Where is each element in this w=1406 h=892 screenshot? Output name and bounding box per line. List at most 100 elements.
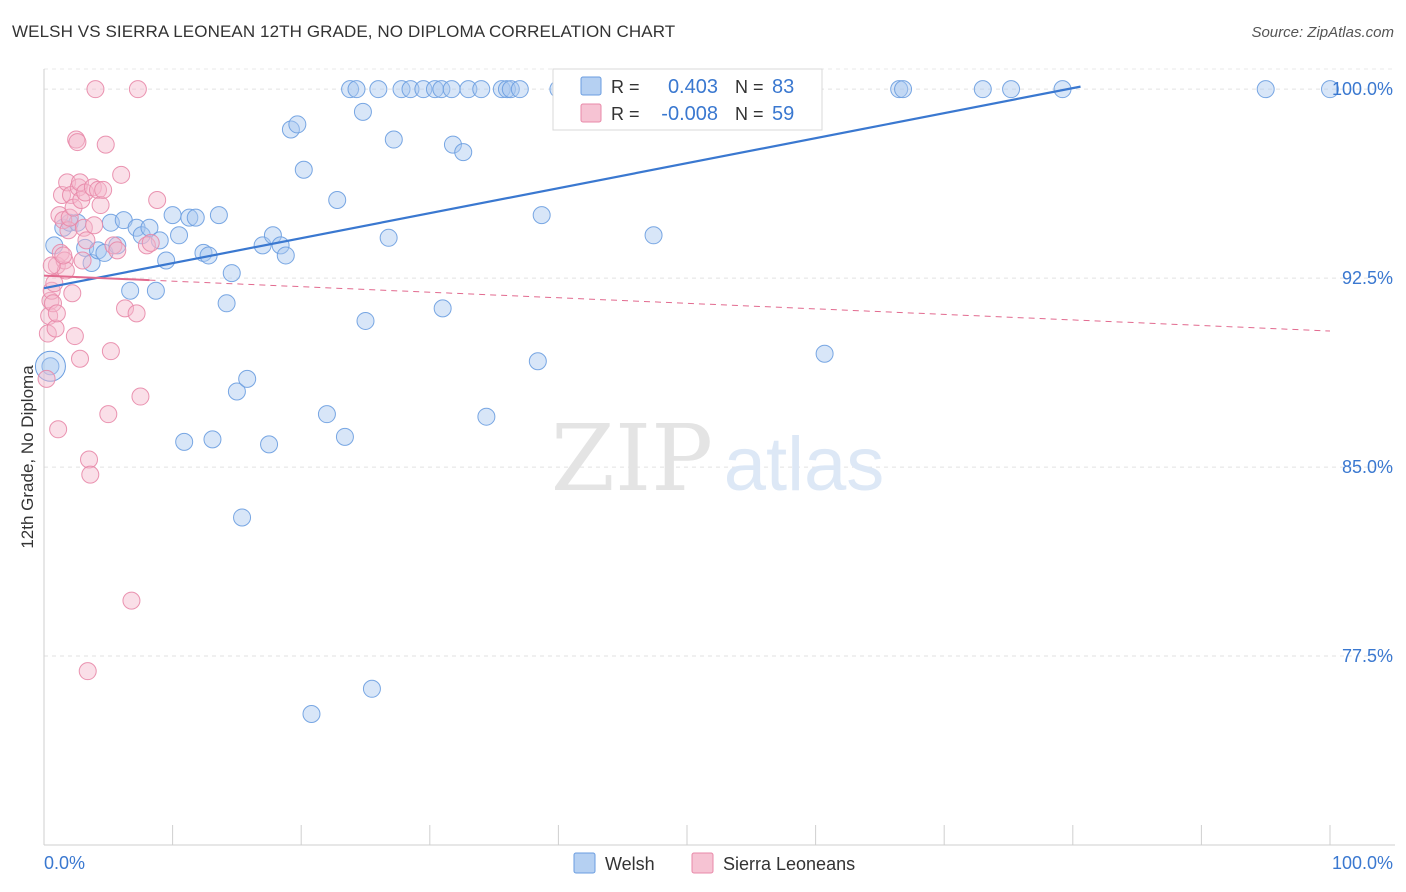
welsh-point-58 <box>433 299 452 318</box>
welsh-point-81 <box>1002 80 1021 99</box>
sierra-leoneans-point-32 <box>78 662 97 681</box>
sierra-leoneans-point-5 <box>44 294 63 313</box>
welsh-point-1 <box>45 236 64 255</box>
welsh-point-41 <box>302 704 321 723</box>
welsh-point-16 <box>146 281 165 300</box>
welsh-point-42 <box>317 405 336 424</box>
sierra-leoneans-trend-line-solid <box>43 274 150 282</box>
welsh-point-61 <box>454 143 473 162</box>
welsh-point-39 <box>288 115 307 134</box>
sierra-leoneans-point-48 <box>122 591 141 610</box>
sierra-leoneans-point-50 <box>131 387 150 406</box>
welsh-point-46 <box>347 80 366 99</box>
legend-sierra-leoneans-swatch <box>691 852 714 874</box>
chart-title: WELSH VS SIERRA LEONEAN 12TH GRADE, NO D… <box>12 22 676 41</box>
welsh-point-68 <box>510 80 529 99</box>
welsh-point-78 <box>890 80 909 99</box>
welsh-point-59 <box>442 80 461 99</box>
sierra-leoneans-point-39 <box>91 196 110 215</box>
welsh-point-84 <box>1321 80 1339 99</box>
sierra-leoneans-point-58 <box>128 80 147 99</box>
welsh-point-83 <box>1256 80 1275 99</box>
x-tick-label-min: 0.0% <box>44 853 85 873</box>
welsh-point-52 <box>384 130 403 149</box>
welsh-point-19 <box>163 206 182 225</box>
y-tick-label-0: 100.0% <box>1332 79 1393 99</box>
sierra-leoneans-point-52 <box>141 233 160 252</box>
sierra-leoneans-point-33 <box>80 450 99 469</box>
sierra-leoneans-point-24 <box>68 133 87 152</box>
welsh-point-47 <box>353 102 372 121</box>
welsh-stats-swatch <box>580 76 602 96</box>
sierra-leoneans-point-38 <box>89 180 108 199</box>
source-credit: Source: ZipAtlas.com <box>1251 24 1394 41</box>
sierra-leoneans-point-54 <box>42 256 61 275</box>
y-tick-labels: 100.0% 92.5% 85.0% 77.5% <box>1332 79 1393 666</box>
welsh-point-64 <box>477 407 496 426</box>
welsh-point-15 <box>140 218 159 237</box>
welsh-point-80 <box>973 80 992 99</box>
welsh-point-30 <box>227 382 246 401</box>
watermark-atlas: atlas <box>724 422 885 507</box>
y-tick-label-2: 85.0% <box>1342 457 1393 477</box>
sierra-leoneans-stats-swatch <box>580 103 602 123</box>
sierra-leoneans-point-36 <box>85 216 104 235</box>
sierra-leoneans-point-37 <box>86 80 105 99</box>
welsh-point-28 <box>217 294 236 313</box>
welsh-point-77 <box>815 344 834 363</box>
welsh-point-34 <box>260 435 279 454</box>
welsh-point-48 <box>356 311 375 330</box>
welsh-point-37 <box>276 246 295 265</box>
series-welsh-points <box>34 80 1339 723</box>
welsh-point-50 <box>369 80 388 99</box>
welsh-point-43 <box>328 191 347 210</box>
welsh-trend-line <box>43 85 1081 290</box>
welsh-point-53 <box>392 80 411 99</box>
sierra-leoneans-point-15 <box>56 261 75 280</box>
sierra-leoneans-point-55 <box>47 304 66 323</box>
watermark-zip: ZIP <box>551 405 713 512</box>
welsh-point-14 <box>132 226 151 245</box>
welsh-point-44 <box>335 427 354 446</box>
welsh-point-26 <box>203 430 222 449</box>
sierra-leoneans-point-43 <box>101 342 120 361</box>
sierra-leoneans-r-label: R = <box>611 104 640 124</box>
welsh-point-10 <box>108 236 127 255</box>
welsh-point-79 <box>894 80 913 99</box>
sierra-leoneans-point-47 <box>116 299 135 318</box>
welsh-point-31 <box>233 508 252 527</box>
y-tick-label-3: 77.5% <box>1342 646 1393 666</box>
welsh-point-12 <box>121 281 140 300</box>
welsh-point-63 <box>472 80 491 99</box>
welsh-point-75 <box>644 226 663 245</box>
legend-welsh-swatch <box>573 852 596 874</box>
sierra-leoneans-point-46 <box>112 165 131 184</box>
welsh-point-49 <box>362 679 381 698</box>
welsh-point-29 <box>222 264 241 283</box>
welsh-point-large <box>34 350 66 382</box>
welsh-r-value: 0.403 <box>668 76 718 98</box>
y-tick-label-1: 92.5% <box>1342 268 1393 288</box>
sierra-leoneans-point-42 <box>99 405 118 424</box>
sierra-leoneans-point-21 <box>64 198 83 217</box>
welsh-n-label: N = <box>735 77 764 97</box>
x-tick-labels: 0.0% 100.0% <box>44 853 1393 873</box>
sierra-leoneans-point-41 <box>96 135 115 154</box>
sierra-leoneans-point-31 <box>77 231 96 250</box>
welsh-point-54 <box>401 80 420 99</box>
welsh-point-22 <box>180 208 199 227</box>
welsh-point-21 <box>175 432 194 451</box>
welsh-point-20 <box>170 226 189 245</box>
welsh-point-45 <box>341 80 360 99</box>
welsh-point-57 <box>432 80 451 99</box>
sierra-leoneans-point-56 <box>54 246 73 265</box>
sierra-leoneans-n-value: 59 <box>772 103 794 125</box>
axes <box>43 69 1395 846</box>
welsh-point-70 <box>532 206 551 225</box>
sierra-leoneans-trend-line-dashed <box>149 279 1331 332</box>
watermark: ZIP atlas <box>551 405 884 512</box>
sierra-leoneans-point-7 <box>46 319 65 338</box>
y-axis-title: 12th Grade, No Diploma <box>18 365 37 549</box>
sierra-leoneans-point-57 <box>71 349 90 368</box>
